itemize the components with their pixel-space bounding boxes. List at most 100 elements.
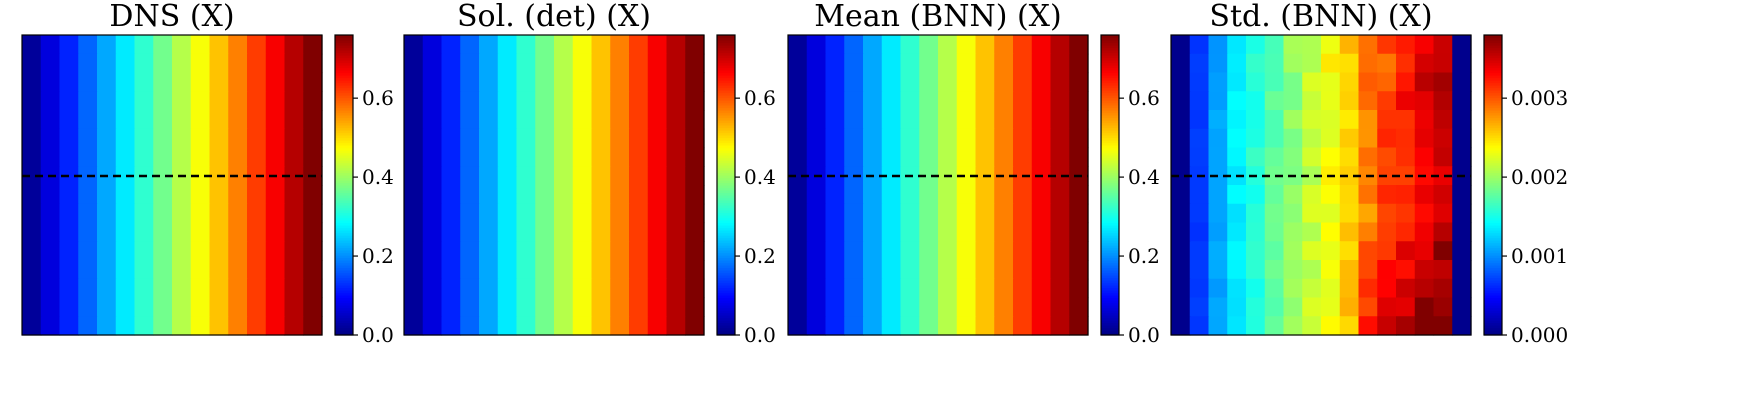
heatmap-cell	[1208, 166, 1228, 186]
heatmap-cell	[460, 222, 480, 242]
heatmap-cell	[22, 297, 42, 317]
heatmap-cell	[1302, 110, 1322, 130]
colorbar-segment	[1101, 212, 1119, 216]
heatmap-cell	[1050, 203, 1070, 224]
colorbar-segment	[717, 205, 735, 209]
heatmap-cell	[78, 72, 98, 92]
colorbar-segment	[1101, 150, 1119, 154]
heatmap-cell	[247, 222, 267, 242]
heatmap-cell	[441, 53, 461, 74]
heatmap-cell	[134, 222, 154, 242]
colorbar-segment	[335, 167, 353, 171]
heatmap-cell	[59, 241, 79, 261]
heatmap-cell	[265, 35, 286, 55]
heatmap-cell	[975, 72, 995, 92]
heatmap-cell	[1414, 222, 1435, 242]
heatmap-cell	[1452, 222, 1472, 242]
colorbar-segment	[717, 272, 735, 276]
heatmap-cell	[404, 222, 424, 242]
heatmap-cell	[591, 91, 611, 111]
heatmap-cell	[1358, 72, 1378, 92]
colorbar-segment	[1484, 72, 1502, 76]
heatmap-cell	[1208, 72, 1228, 92]
heatmap-cell	[806, 203, 827, 224]
heatmap-cell	[59, 203, 79, 224]
heatmap-cell	[919, 35, 939, 55]
colorbar-segment	[1484, 190, 1502, 194]
heatmap-cell	[1189, 297, 1210, 317]
heatmap-cell	[1189, 35, 1210, 55]
colorbar-segment	[1101, 137, 1119, 141]
heatmap-cell	[647, 316, 668, 336]
colorbar-segment	[717, 330, 735, 334]
colorbar-segment	[1101, 200, 1119, 204]
heatmap-cell	[1264, 185, 1285, 205]
colorbar-segment	[1484, 170, 1502, 174]
colorbar-segment	[1484, 130, 1502, 134]
heatmap-cell	[647, 35, 668, 55]
heatmap-cell	[1189, 91, 1210, 111]
heatmap-cell	[685, 260, 705, 280]
heatmap-cell	[535, 91, 555, 111]
heatmap-cell	[629, 110, 649, 130]
colorbar-segment	[1484, 160, 1502, 164]
heatmap-cell	[1339, 147, 1360, 167]
heatmap-cell	[190, 278, 211, 299]
heatmap-cell	[265, 278, 286, 299]
colorbar-segment	[1484, 127, 1502, 131]
colorbar-segment	[335, 155, 353, 159]
heatmap-cell	[1227, 128, 1247, 149]
heatmap-cell	[59, 91, 79, 111]
colorbar-segment	[1101, 70, 1119, 74]
heatmap-cell	[1208, 241, 1228, 261]
colorbar-tick-label: 0.0	[744, 323, 776, 347]
heatmap-cell	[1321, 278, 1341, 299]
heatmap-cell	[647, 110, 668, 130]
heatmap-cell	[22, 128, 42, 149]
heatmap-cell	[1264, 166, 1285, 186]
heatmap-cell	[1069, 53, 1089, 74]
heatmap-cell	[994, 110, 1014, 130]
colorbar-segment	[1484, 105, 1502, 109]
heatmap-cell	[825, 166, 845, 186]
colorbar-segment	[335, 157, 353, 161]
heatmap-cell	[22, 53, 42, 74]
colorbar-segment	[1484, 102, 1502, 106]
heatmap-cell	[134, 278, 154, 299]
heatmap-cell	[404, 166, 424, 186]
colorbar-segment	[717, 245, 735, 249]
colorbar-segment	[1484, 210, 1502, 214]
heatmap-cell	[153, 203, 173, 224]
heatmap-cell	[900, 260, 920, 280]
heatmap-cell	[535, 166, 555, 186]
heatmap-cell	[265, 91, 286, 111]
heatmap-cell	[441, 166, 461, 186]
heatmap-cell	[115, 147, 136, 167]
heatmap-cell	[422, 166, 443, 186]
heatmap-cell	[629, 166, 649, 186]
colorbar-segment	[1484, 162, 1502, 166]
heatmap-cell	[303, 260, 323, 280]
heatmap-cell	[535, 110, 555, 130]
heatmap-cell	[591, 297, 611, 317]
heatmap-cell	[78, 297, 98, 317]
colorbar-segment	[1484, 205, 1502, 209]
heatmap-cell	[1246, 110, 1266, 130]
colorbar-segment	[1101, 272, 1119, 276]
heatmap-cell	[265, 222, 286, 242]
heatmap-cell	[209, 110, 229, 130]
heatmap-cell	[97, 53, 117, 74]
heatmap-cell	[1321, 260, 1341, 280]
heatmap-cell	[554, 53, 574, 74]
heatmap-cell	[479, 128, 499, 149]
colorbar-segment	[335, 127, 353, 131]
heatmap-cell	[806, 241, 827, 261]
heatmap-cell	[572, 203, 593, 224]
heatmap-cell	[554, 35, 574, 55]
heatmap-cell	[516, 147, 536, 167]
heatmap-cell	[404, 91, 424, 111]
heatmap-cell	[806, 110, 827, 130]
colorbar-segment	[335, 235, 353, 239]
heatmap-cell	[460, 91, 480, 111]
heatmap-cell	[685, 241, 705, 261]
